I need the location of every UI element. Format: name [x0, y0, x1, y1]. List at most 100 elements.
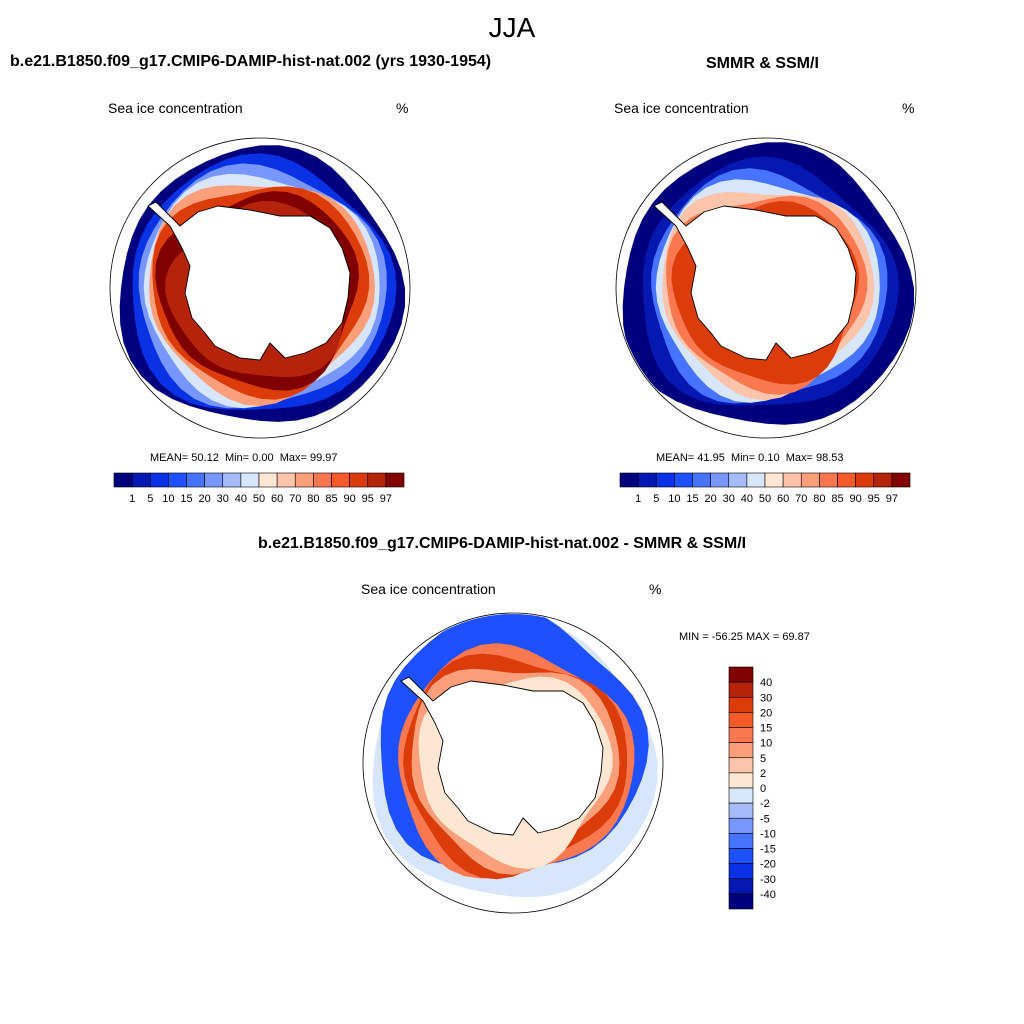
panel2-colorbar-label: 85: [831, 493, 843, 505]
panel3-colorbar-label: 20: [760, 707, 772, 719]
panel1-colorbar-label: 10: [162, 493, 174, 505]
panel2-variable-label: Sea ice concentration: [614, 100, 749, 116]
figure-title: JJA: [488, 12, 536, 43]
panel3-antarctica-coastline: [400, 676, 604, 836]
panel1-colorbar-label: 80: [307, 493, 319, 505]
panel2-colorbar-label: 70: [795, 493, 807, 505]
panel1-colorbar-label: 70: [289, 493, 301, 505]
panel1-colorbar-label: 95: [362, 493, 374, 505]
panel1-colorbar: 1 5 10 15 20 30 40 50 60 70 80 85 90 95 97: [113, 472, 405, 505]
panel3-colorbar-label: -2: [760, 798, 770, 810]
panel1-antarctica-coastline: [147, 201, 351, 361]
panel3-colorbar-box: [728, 893, 754, 910]
panel3-colorbar-label: 15: [760, 723, 772, 735]
panel2-colorbar-label: 15: [686, 493, 698, 505]
panel2-min-value: 0.10: [758, 452, 780, 464]
panel3-colorbar-box: [728, 712, 754, 728]
panel1-colorbar-label: 60: [271, 493, 283, 505]
panel2-min-label: Min=: [730, 452, 756, 464]
panel1-stats: MEAN= 50.12 Min= 0.00 Max= 99.97: [150, 452, 338, 464]
panel1-colorbar-box: [385, 472, 405, 488]
panel2-colorbar-box: [891, 472, 911, 488]
panel1-colorbar-label: 40: [235, 493, 247, 505]
panel1-colorbar-label: 5: [147, 493, 153, 505]
panel1-map: [109, 137, 411, 439]
panel2-stats: MEAN= 41.95 Min= 0.10 Max= 98.53: [656, 452, 844, 464]
panel1-colorbar-box: [367, 472, 387, 488]
panel2-colorbar-box: [655, 472, 675, 488]
panel2-colorbar-box: [800, 472, 820, 488]
panel1-colorbar-label: 15: [180, 493, 192, 505]
panel2-map: [615, 137, 917, 439]
panel3-colorbar-label: 30: [760, 692, 772, 704]
panel1-colorbar-label: 20: [199, 493, 211, 505]
panel2-colorbar-box: [637, 472, 657, 488]
panel3-colorbar-box: [728, 848, 754, 864]
panel2-colorbar-label: 90: [850, 493, 862, 505]
panel1-units-label: %: [396, 100, 409, 116]
panel1-min-label: Min=: [224, 452, 250, 464]
panel3-colorbar-box: [728, 878, 754, 895]
panel1-colorbar-box: [294, 472, 314, 488]
panel3-variable-label: Sea ice concentration: [361, 581, 496, 597]
panel3-colorbar-label: 2: [760, 768, 766, 780]
panel2-colorbar-box: [692, 472, 711, 488]
panel1-colorbar-label: 85: [325, 493, 337, 505]
panel3-colorbar-label: -15: [760, 844, 776, 856]
panel2-colorbar-box: [855, 472, 875, 488]
panel2-max-label: Max=: [785, 452, 813, 464]
panel3-colorbar-label: -5: [760, 813, 770, 825]
panel3-colorbar-box: [728, 666, 754, 683]
panel2-colorbar-box: [746, 472, 766, 488]
panel1-colorbar-box: [276, 472, 296, 488]
panel2-units-label: %: [902, 100, 915, 116]
panel2-colorbar-box: [782, 472, 802, 488]
panel2-colorbar-box: [619, 472, 639, 488]
panel3-colorbar-label: -30: [760, 874, 776, 886]
panel3-colorbar-box: [728, 742, 754, 759]
panel1-colorbar-box: [240, 472, 260, 488]
panel3-units-label: %: [649, 581, 662, 597]
panel2-colorbar-label: 10: [668, 493, 680, 505]
panel3-colorbar-box: [728, 757, 754, 774]
panel3-minmax: MIN = -56.25 MAX = 69.87: [679, 631, 810, 643]
panel2-colorbar-box: [674, 472, 693, 488]
panel2-colorbar-label: 95: [868, 493, 880, 505]
panel2-colorbar-box: [873, 472, 893, 488]
panel2-colorbar-box: [764, 472, 784, 488]
panel1-colorbar-label: 97: [380, 493, 392, 505]
panel3-colorbar-box: [728, 772, 754, 789]
panel3-colorbar-label: 5: [760, 753, 766, 765]
panel3-colorbar-box: [728, 863, 754, 880]
panel3-title: b.e21.B1850.f09_g17.CMIP6-DAMIP-hist-nat…: [258, 535, 747, 552]
panel2-mean-value: 41.95: [697, 452, 725, 464]
panel1-colorbar-label: 90: [344, 493, 356, 505]
panel1-colorbar-label: 30: [217, 493, 229, 505]
panel1-max-value: 99.97: [309, 452, 338, 464]
panel3-colorbar-box: [728, 727, 754, 743]
panel3-map: [362, 612, 664, 914]
panel3-colorbar-label: 10: [760, 738, 772, 750]
panel1-colorbar-label: 50: [253, 493, 265, 505]
panel2-colorbar-box: [819, 472, 838, 488]
panel1-colorbar-label: 1: [129, 493, 135, 505]
panel2-colorbar-label: 5: [653, 493, 659, 505]
panel1-colorbar-box: [168, 472, 187, 488]
panel1-colorbar-box: [349, 472, 369, 488]
panel1-mean-value: 50.12: [191, 452, 219, 464]
panel1-title: b.e21.B1850.f09_g17.CMIP6-DAMIP-hist-nat…: [10, 53, 492, 70]
panel3-colorbar-box: [728, 681, 754, 698]
panel3-colorbar-box: [728, 696, 754, 713]
panel2-colorbar-label: 80: [813, 493, 825, 505]
panel3-colorbar-box: [728, 833, 754, 849]
panel2-colorbar-label: 20: [705, 493, 717, 505]
panel2-title: SMMR & SSM/I: [706, 55, 819, 72]
panel2-colorbar-box: [728, 472, 748, 488]
panel1-colorbar-box: [149, 472, 169, 488]
panel2-max-value: 98.53: [815, 452, 844, 464]
panel3-colorbar-label: 0: [760, 783, 766, 795]
panel3-colorbar-box: [728, 817, 754, 834]
panel1-colorbar-box: [258, 472, 278, 488]
panel2-colorbar-label: 50: [759, 493, 771, 505]
